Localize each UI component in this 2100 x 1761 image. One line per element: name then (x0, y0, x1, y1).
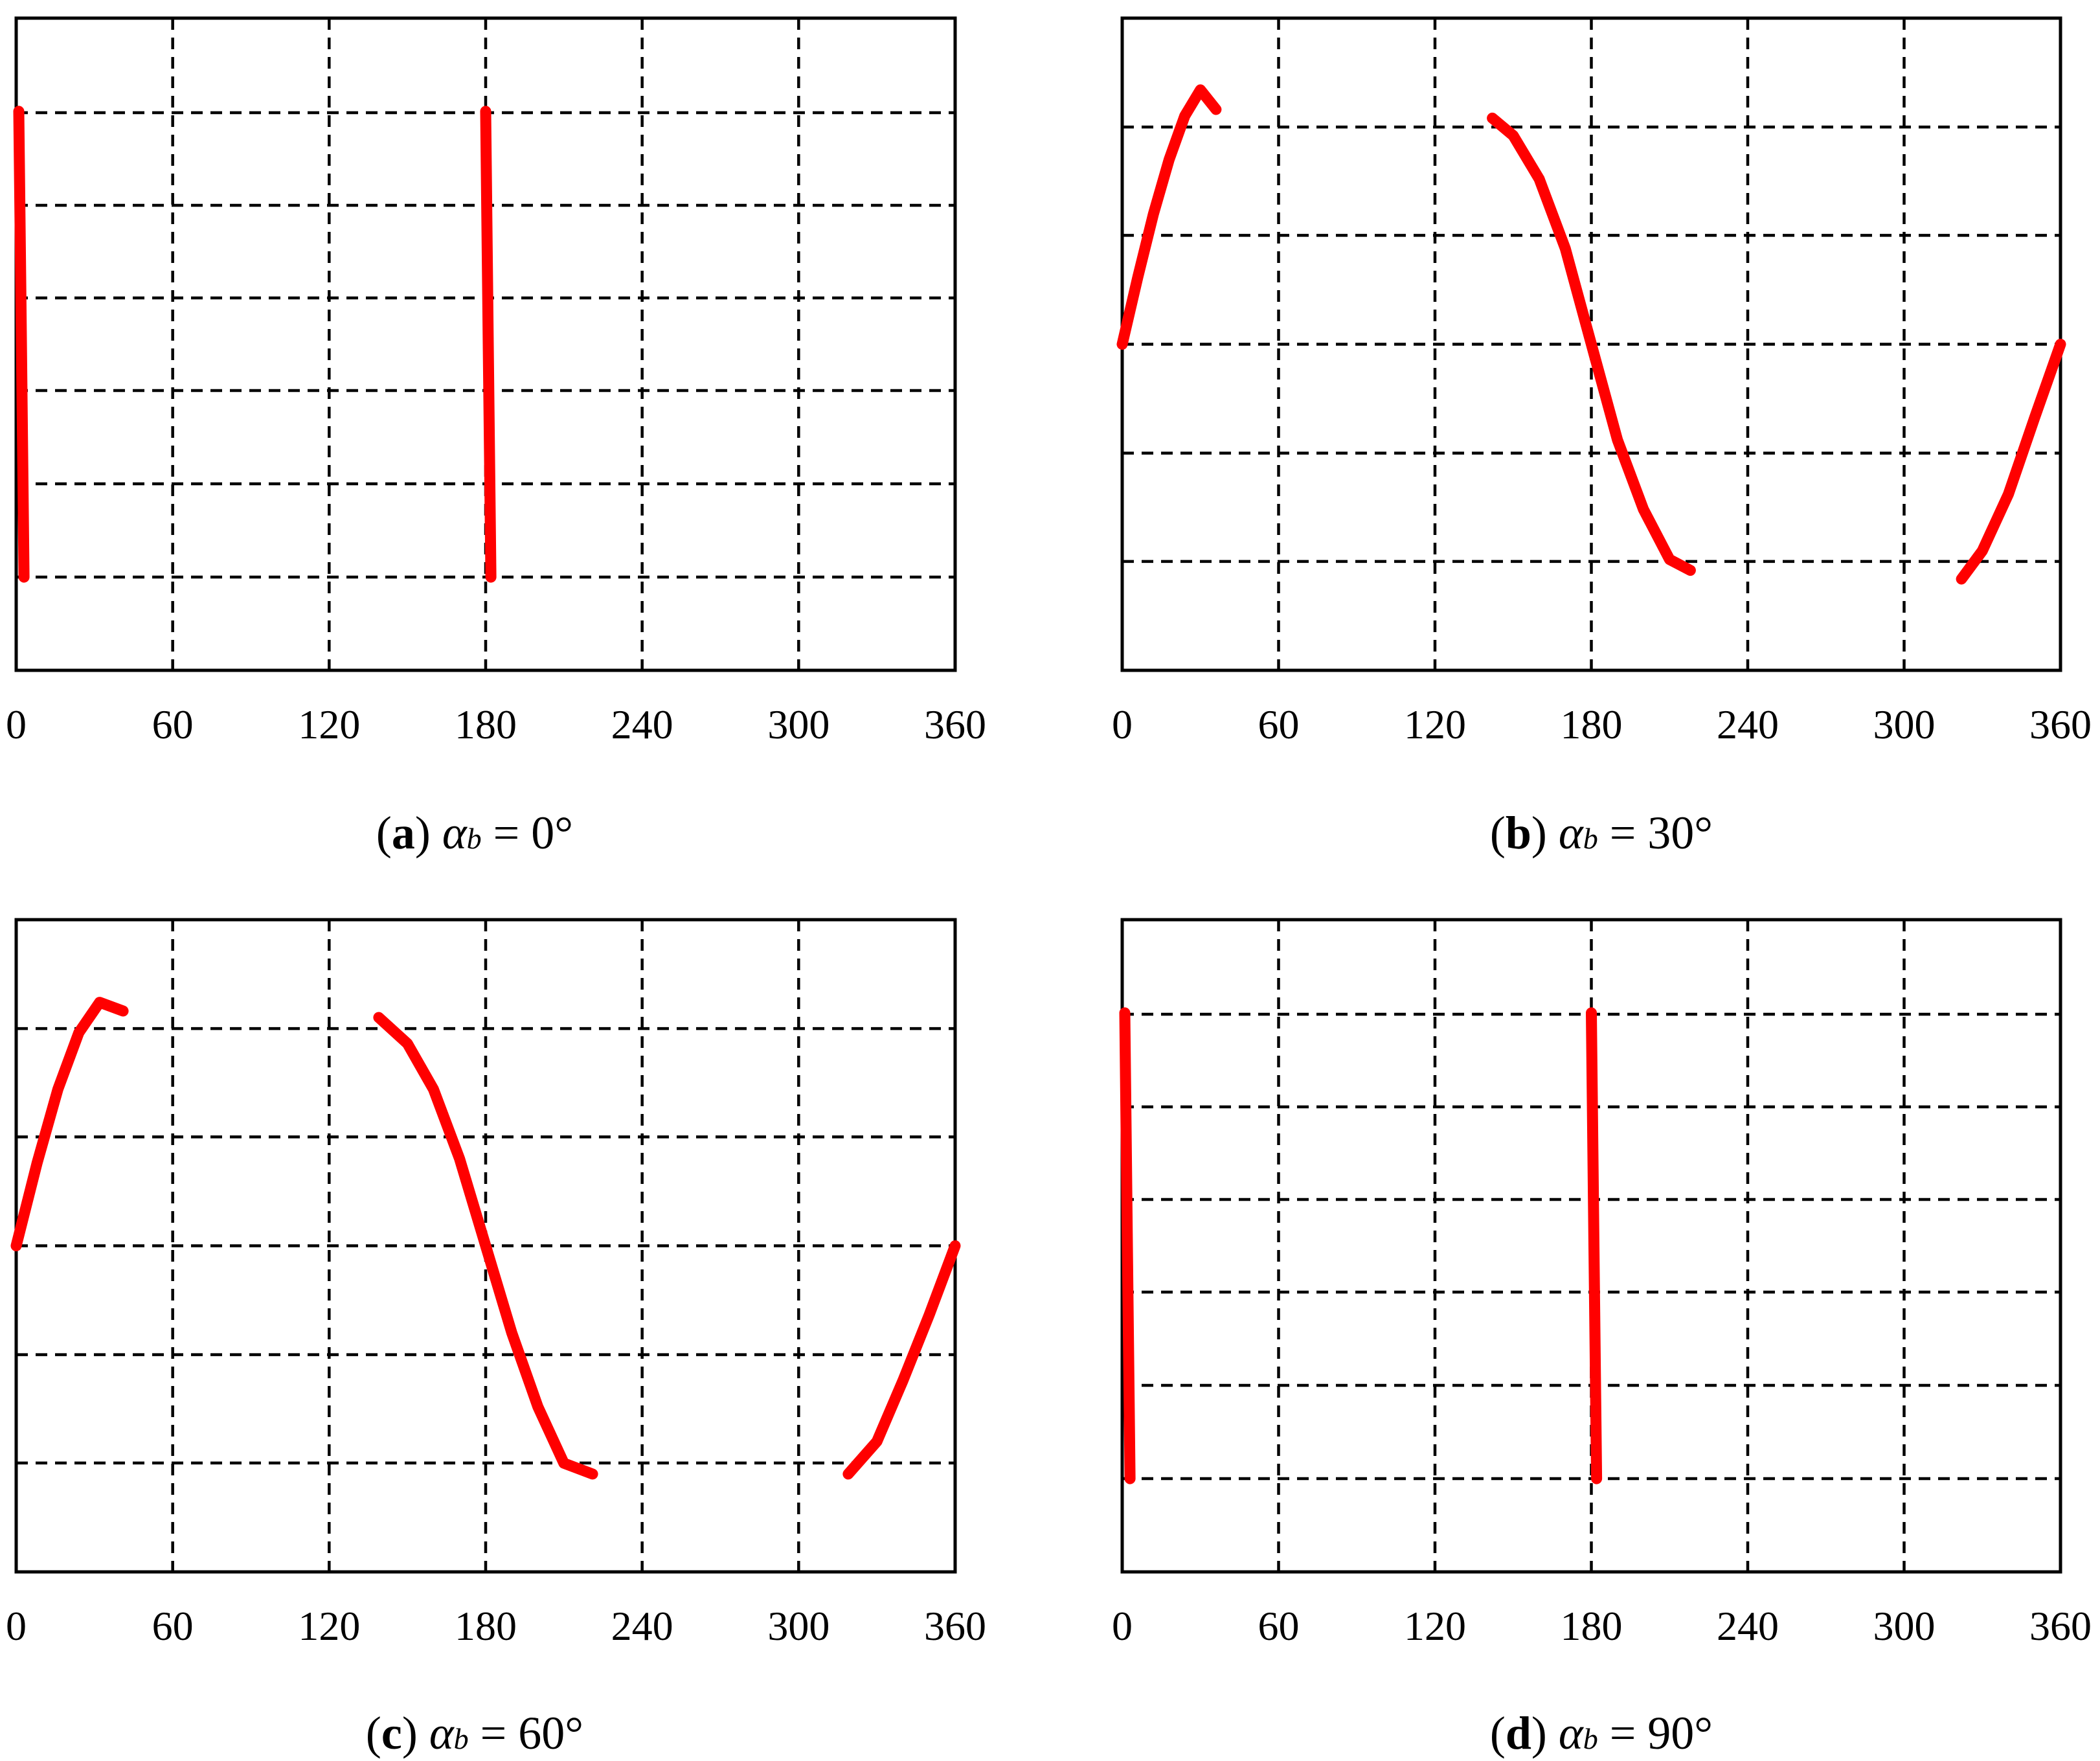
x-tick-label: 300 (1873, 701, 1936, 747)
caption-label: c (381, 1707, 402, 1759)
x-tick-label: 240 (1717, 701, 1779, 747)
caption-b: (b) αb = 30° (1490, 807, 1713, 859)
x-tick-label: 0 (1112, 701, 1133, 747)
caption-c: (c) αb = 60° (366, 1707, 583, 1759)
x-tick-label: 60 (152, 1603, 194, 1649)
x-tick-label: 360 (924, 701, 986, 747)
caption-label: a (392, 807, 415, 859)
x-tick-label: 300 (1873, 1603, 1936, 1649)
x-tick-label: 180 (455, 1603, 517, 1649)
caption-label: b (1506, 807, 1531, 859)
x-tick-label: 0 (6, 1603, 27, 1649)
series-d-1 (1119, 1007, 1136, 1484)
x-tick-label: 180 (455, 701, 517, 747)
x-tick-label: 240 (611, 1603, 673, 1649)
x-tick-label: 180 (1561, 1603, 1623, 1649)
x-tick-label: 120 (298, 1603, 360, 1649)
caption-symbol: α (429, 1707, 455, 1759)
x-tick-label: 300 (767, 701, 830, 747)
x-tick-label: 360 (2029, 701, 2092, 747)
x-tick-label: 60 (152, 701, 194, 747)
x-tick-label: 360 (2029, 1603, 2092, 1649)
x-tick-label: 240 (611, 701, 673, 747)
caption-symbol: α (1559, 807, 1584, 859)
panel-b: (b) αb = 30° 0 60 120 180 240 300 360 (1112, 16, 2092, 859)
caption-symbol: α (442, 807, 468, 859)
caption-value: = 90° (1610, 1707, 1713, 1759)
caption-value: = 0° (493, 807, 573, 859)
caption-value: = 60° (480, 1707, 583, 1759)
x-tick-label: 0 (1112, 1603, 1133, 1649)
caption-subscript: b (1583, 822, 1598, 855)
series-c-1 (10, 997, 129, 1251)
series-d-2 (1586, 1007, 1603, 1484)
series-b-3 (1956, 339, 2066, 585)
x-tick-label: 120 (1404, 1603, 1466, 1649)
series-a-1 (13, 106, 30, 583)
x-tick-label: 60 (1258, 701, 1300, 747)
x-tick-label: 0 (6, 701, 27, 747)
panel-c: (c) αb = 60° 0 60 120 180 240 300 360 (6, 918, 986, 1759)
x-tick-label: 360 (924, 1603, 986, 1649)
x-tick-label: 120 (298, 701, 360, 747)
caption-a: (a) αb = 0° (376, 807, 573, 859)
series-b-1 (1116, 84, 1222, 350)
x-tick-label: 120 (1404, 701, 1466, 747)
x-tick-label: 240 (1717, 1603, 1779, 1649)
x-tick-label: 180 (1561, 701, 1623, 747)
series-c-3 (842, 1240, 961, 1480)
caption-value: = 30° (1610, 807, 1713, 859)
panel-a: (a) αb = 0° 0 60 120 180 240 300 360 (6, 16, 986, 859)
caption-subscript: b (454, 1722, 469, 1755)
series-c-2 (373, 1012, 598, 1480)
panel-d: (d) αb = 90° 0 60 120 180 240 300 360 (1112, 918, 2092, 1759)
caption-subscript: b (467, 822, 482, 855)
series-a-2 (480, 106, 497, 583)
caption-symbol: α (1559, 1707, 1584, 1759)
series-b-2 (1487, 112, 1696, 576)
caption-label: d (1506, 1707, 1531, 1759)
caption-subscript: b (1583, 1722, 1598, 1755)
x-tick-label: 60 (1258, 1603, 1300, 1649)
x-tick-label: 300 (767, 1603, 830, 1649)
caption-d: (d) αb = 90° (1490, 1707, 1713, 1759)
